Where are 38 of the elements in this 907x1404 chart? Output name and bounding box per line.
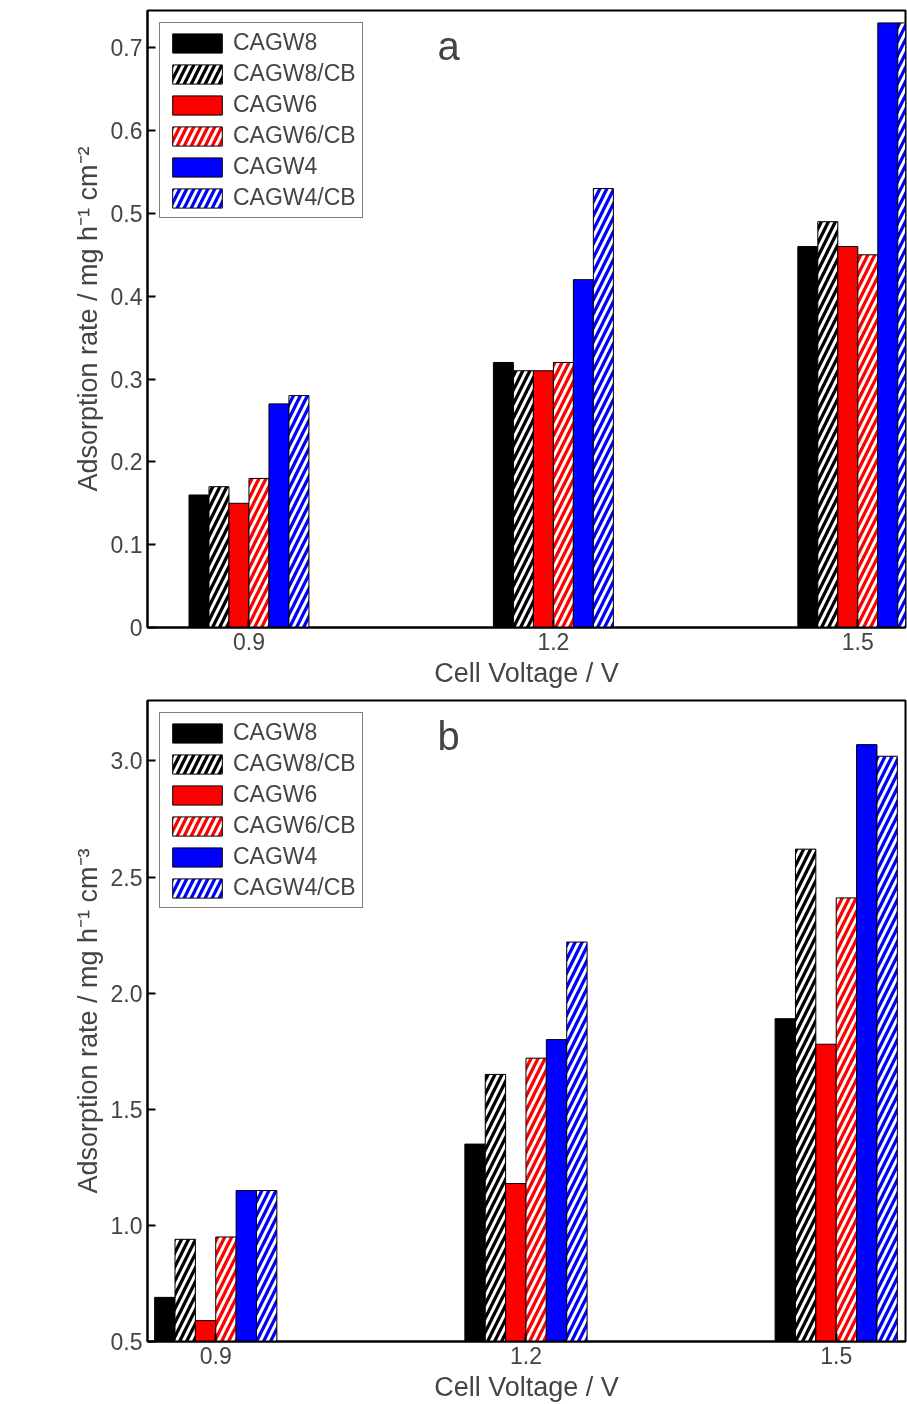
y-tick-label: 0.4	[110, 283, 143, 310]
legend-label: CAGW4	[233, 843, 318, 870]
y-tick-label: 0.5	[110, 200, 143, 227]
y-tick-label: 0.5	[110, 1329, 143, 1355]
y-tick-label: 0	[129, 615, 143, 641]
legend-label: CAGW8	[233, 29, 318, 56]
legend-label: CAGW6/CB	[233, 812, 356, 839]
legend-label: CAGW6	[233, 91, 318, 118]
y-tick-label: 2.0	[110, 980, 143, 1007]
y-tick-label: 0.7	[110, 35, 143, 62]
x-tick-label: 1.5	[841, 628, 874, 655]
y-tick-label: 1.0	[110, 1212, 143, 1239]
legend-label: CAGW6/CB	[233, 122, 356, 149]
x-axis-title: Cell Voltage / V	[434, 657, 619, 688]
y-tick-label: 0.6	[110, 118, 143, 145]
y-tick-label: 3.0	[110, 748, 143, 775]
legend-label: CAGW4/CB	[233, 874, 356, 901]
y-axis-title: Adsorption rate / mg h⁻¹ cm⁻²	[72, 146, 103, 492]
legend-label: CAGW8/CB	[233, 750, 356, 777]
y-axis-title: Adsorption rate / mg h⁻¹ cm⁻³	[72, 848, 103, 1194]
y-tick-label: 0.3	[110, 366, 143, 393]
x-tick-label: 0.9	[199, 1342, 232, 1369]
x-axis-title: Cell Voltage / V	[434, 1371, 619, 1402]
y-tick-label: 0.1	[110, 532, 143, 559]
legend-label: CAGW6	[233, 781, 318, 808]
y-tick-label: 2.5	[110, 864, 143, 891]
x-tick-label: 1.2	[510, 1342, 542, 1369]
x-tick-label: 1.2	[537, 628, 570, 655]
legend-label: CAGW8/CB	[233, 60, 356, 87]
x-tick-label: 0.9	[232, 628, 265, 655]
x-tick-label: 1.5	[820, 1342, 853, 1369]
legend-label: CAGW4/CB	[233, 184, 356, 211]
legend-label: CAGW8	[233, 719, 318, 746]
y-tick-label: 1.5	[110, 1096, 143, 1123]
annotation: a	[437, 23, 461, 68]
legend-label: CAGW4	[233, 153, 318, 180]
annotation: b	[437, 713, 460, 758]
y-tick-label: 0.2	[110, 449, 143, 476]
